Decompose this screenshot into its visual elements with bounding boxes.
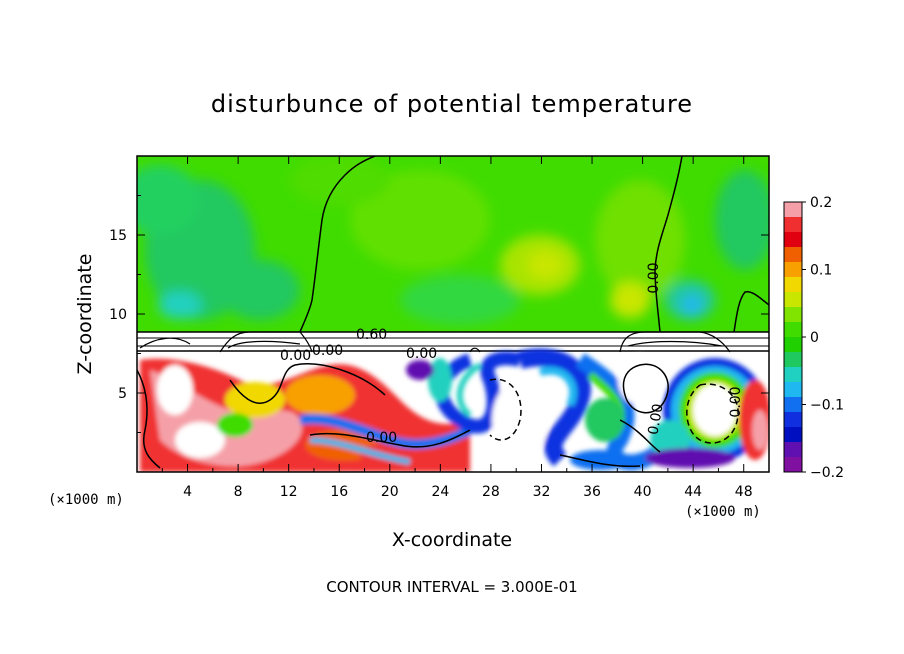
- colorbar-tick-label: 0.2: [810, 195, 832, 211]
- colorbar-swatch: [784, 292, 802, 308]
- z-tick-label: 5: [118, 386, 127, 402]
- colorbar: 0.2 0.1 0 −0.1 −0.2: [783, 195, 844, 481]
- colorbar-swatch: [784, 217, 802, 233]
- x-tick-label: 24: [431, 484, 449, 500]
- colorbar-tick-label: −0.1: [810, 398, 844, 414]
- colorbar-swatch: [784, 382, 802, 398]
- x-tick-label: 32: [533, 484, 551, 500]
- x-unit-label-left: (×1000 m): [48, 492, 124, 508]
- plot-area: [137, 156, 769, 472]
- colorbar-tick-label: 0: [810, 330, 819, 346]
- colorbar-swatch: [784, 352, 802, 368]
- colorbar-swatch: [784, 397, 802, 413]
- boundary-band: [137, 332, 769, 352]
- z-axis-label: Z-coordinate: [74, 254, 96, 375]
- contour-label: 0.00: [728, 386, 744, 417]
- upper-layer-patches: [137, 156, 769, 325]
- contour-label: 0.60: [356, 327, 387, 343]
- x-tick-label: 4: [183, 484, 192, 500]
- colorbar-swatch: [784, 457, 802, 473]
- x-tick-label: 8: [234, 484, 243, 500]
- colorbar-swatch: [784, 247, 802, 263]
- contour-label: 0.00: [646, 262, 662, 293]
- contour-interval-text: CONTOUR INTERVAL = 3.000E-01: [326, 578, 577, 596]
- colorbar-swatch: [784, 232, 802, 248]
- z-tick-label: 10: [109, 307, 127, 323]
- x-tick-label: 20: [381, 484, 399, 500]
- x-axis: 4 8 12 16 20 24 28 32 36 40 44 48: [161, 156, 753, 500]
- chart-title: disturbunce of potential temperature: [211, 90, 693, 118]
- colorbar-swatch: [784, 427, 802, 443]
- x-tick-label: 36: [583, 484, 601, 500]
- contour-label: 0.00: [366, 430, 397, 446]
- x-tick-label: 28: [482, 484, 500, 500]
- colorbar-swatch: [784, 412, 802, 428]
- x-tick-label: 44: [684, 484, 702, 500]
- colorbar-swatch: [784, 337, 802, 353]
- lower-layer-patches: [140, 348, 769, 472]
- colorbar-swatch: [784, 442, 802, 458]
- x-tick-label: 12: [280, 484, 298, 500]
- colorbar-tick-label: −0.2: [810, 465, 844, 481]
- contour-label: 0.00: [406, 346, 437, 362]
- colorbar-swatch: [784, 307, 802, 323]
- colorbar-tick-label: 0.1: [810, 263, 832, 279]
- x-tick-label: 40: [634, 484, 652, 500]
- x-unit-label-right: (×1000 m): [685, 504, 761, 520]
- colorbar-swatch: [784, 367, 802, 383]
- contour-label: 0.00: [280, 348, 311, 364]
- contour-lines: [137, 156, 769, 469]
- boundary-edge-contours: [139, 331, 731, 353]
- colorbar-swatch: [784, 277, 802, 293]
- contour-label: 0.00: [312, 343, 343, 359]
- x-tick-label: 16: [330, 484, 348, 500]
- z-tick-label: 15: [109, 228, 127, 244]
- colorbar-swatch: [784, 322, 802, 338]
- x-axis-label: X-coordinate: [392, 529, 512, 551]
- colorbar-swatch: [784, 202, 802, 218]
- x-tick-label: 48: [735, 484, 753, 500]
- contour-label: 0.00: [645, 403, 666, 436]
- colorbar-swatch: [784, 262, 802, 278]
- z-axis: 5 10 15: [109, 195, 769, 433]
